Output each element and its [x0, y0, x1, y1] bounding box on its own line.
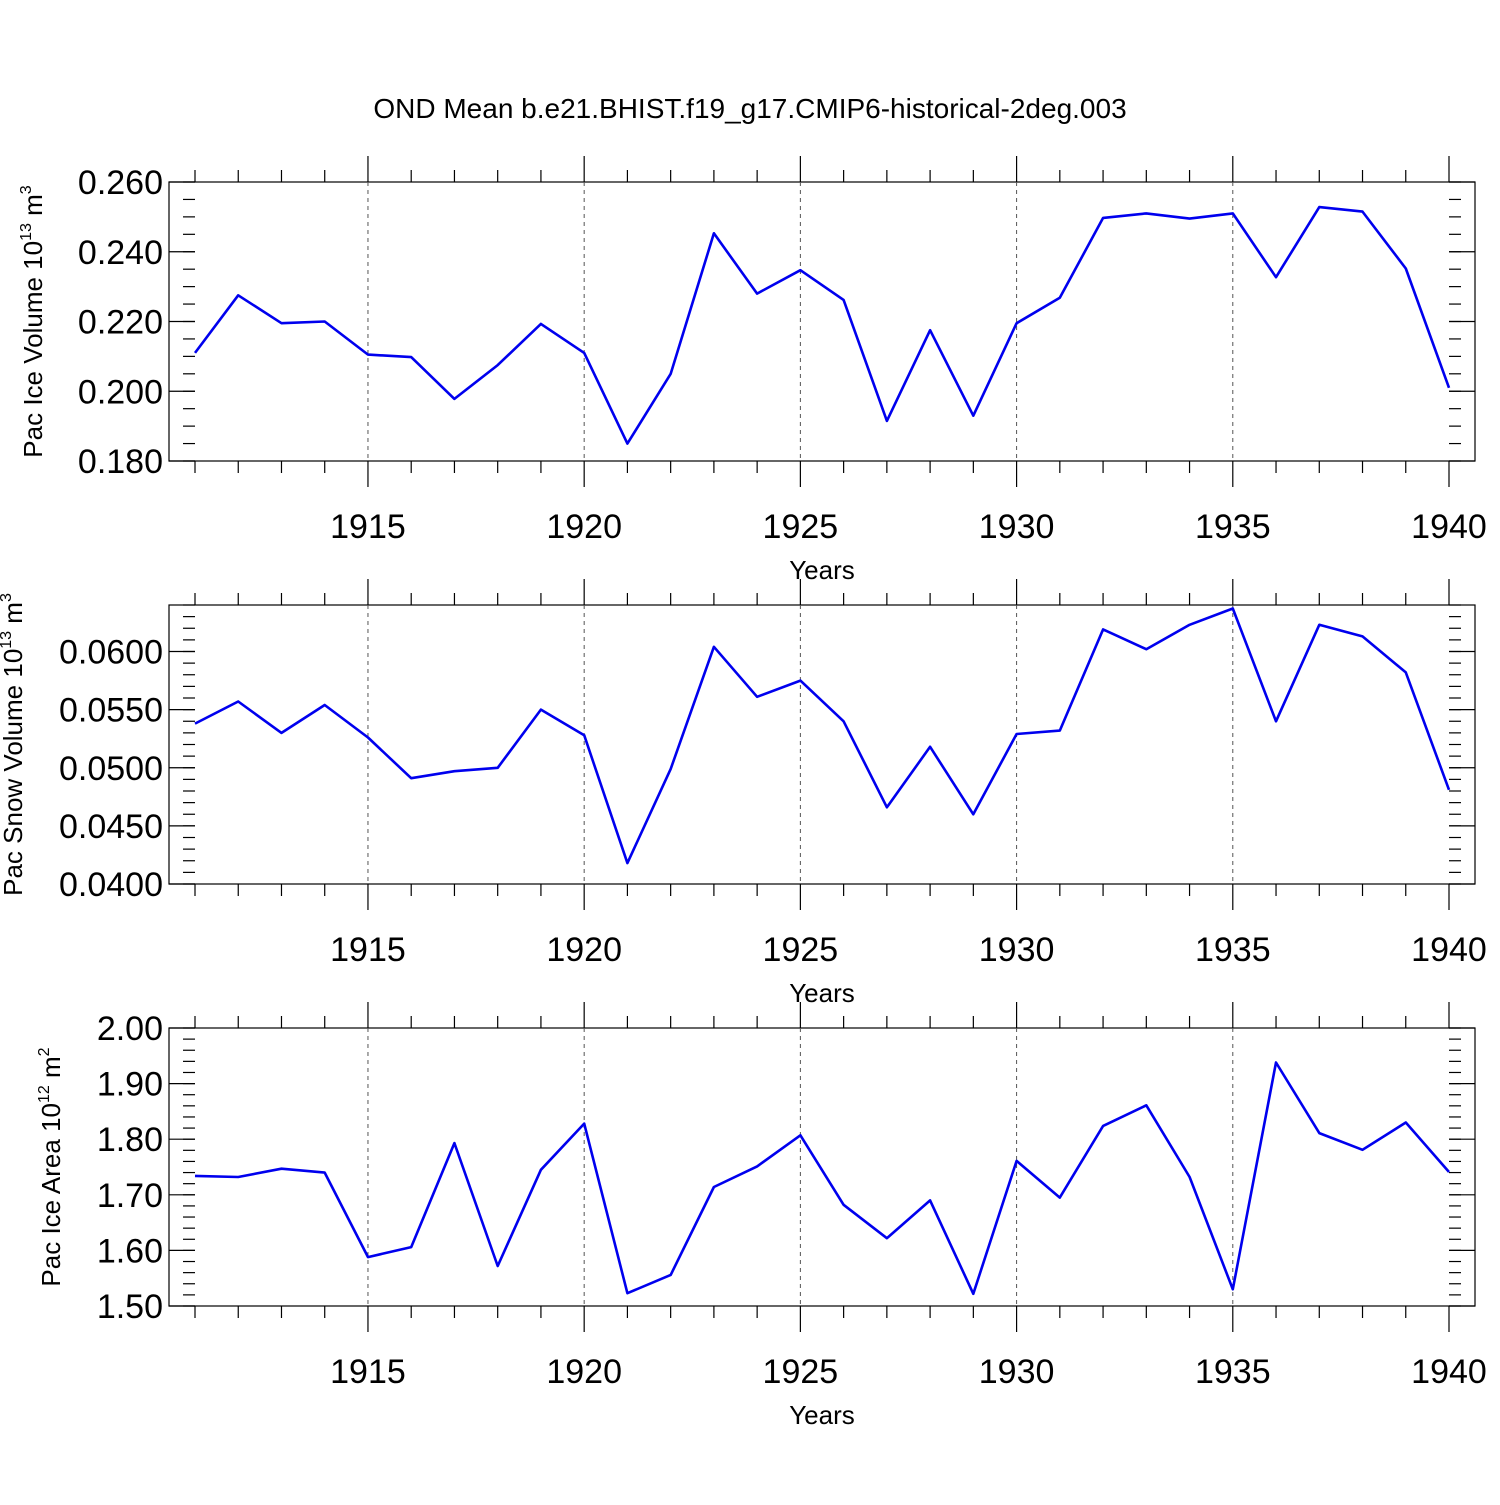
x-tick-label: 1920: [546, 508, 622, 546]
x-tick-label: 1920: [546, 931, 622, 969]
x-tick-label: 1935: [1195, 931, 1271, 969]
y-axis-label: Pac Ice Area 1012 m2: [36, 1047, 66, 1286]
x-axis-label: Years: [789, 978, 855, 1008]
x-tick-label: 1930: [979, 1353, 1055, 1391]
x-tick-label: 1925: [763, 931, 839, 969]
x-tick-label: 1925: [763, 508, 839, 546]
y-tick-label: 0.0600: [59, 634, 163, 672]
x-tick-label: 1935: [1195, 508, 1271, 546]
x-tick-label: 1940: [1411, 931, 1487, 969]
y-tick-label: 0.180: [78, 443, 163, 481]
y-tick-label: 1.70: [97, 1177, 163, 1215]
panel-1: 1915 1920 1925 1930 1935 1940 Years 0.180 0.200 0…: [18, 156, 1487, 585]
x-tick-label: 1915: [330, 508, 406, 546]
series-line: [194, 607, 1451, 865]
x-tick-label: 1940: [1411, 1353, 1487, 1391]
y-tick-label: 0.240: [78, 234, 163, 272]
plot-frame: [168, 604, 1476, 885]
plot-frame: [168, 1027, 1476, 1307]
y-tick-label: 0.0550: [59, 692, 163, 730]
x-tick-label: 1930: [979, 931, 1055, 969]
y-tick-label: 1.80: [97, 1121, 163, 1159]
y-axis-label: Pac Snow Volume 1013 m3: [0, 593, 28, 896]
x-tick-label: 1940: [1411, 508, 1487, 546]
panel-3: 1915 1920 1925 1930 1935 1940 Years 1.50 1.60 1.7…: [36, 1002, 1487, 1430]
series-line: [194, 1061, 1450, 1296]
y-tick-label: 0.260: [78, 164, 163, 202]
y-tick-label: 0.0500: [59, 750, 163, 788]
x-tick-label: 1920: [546, 1353, 622, 1391]
x-tick-label: 1915: [330, 931, 406, 969]
y-tick-label: 1.90: [97, 1066, 163, 1104]
y-tick-label: 1.60: [97, 1232, 163, 1270]
panel-2: 1915 1920 1925 1930 1935 1940 Years 0.0400 0.045…: [0, 579, 1487, 1008]
x-axis-label: Years: [789, 1400, 855, 1430]
y-axis-label: Pac Ice Volume 1013 m3: [18, 185, 48, 458]
figure-title: OND Mean b.e21.BHIST.f19_g17.CMIP6-histo…: [373, 93, 1126, 124]
x-tick-label: 1915: [330, 1353, 406, 1391]
y-tick-label: 2.00: [97, 1010, 163, 1048]
y-tick-label: 0.200: [78, 373, 163, 411]
y-tick-label: 0.0450: [59, 808, 163, 846]
plot-frame: [168, 181, 1476, 462]
y-tick-label: 1.50: [97, 1288, 163, 1326]
series-line: [193, 205, 1451, 445]
x-tick-label: 1935: [1195, 1353, 1271, 1391]
x-tick-label: 1925: [763, 1353, 839, 1391]
y-tick-label: 0.0400: [59, 866, 163, 904]
x-axis-label: Years: [789, 555, 855, 585]
x-tick-label: 1930: [979, 508, 1055, 546]
y-tick-label: 0.220: [78, 304, 163, 342]
